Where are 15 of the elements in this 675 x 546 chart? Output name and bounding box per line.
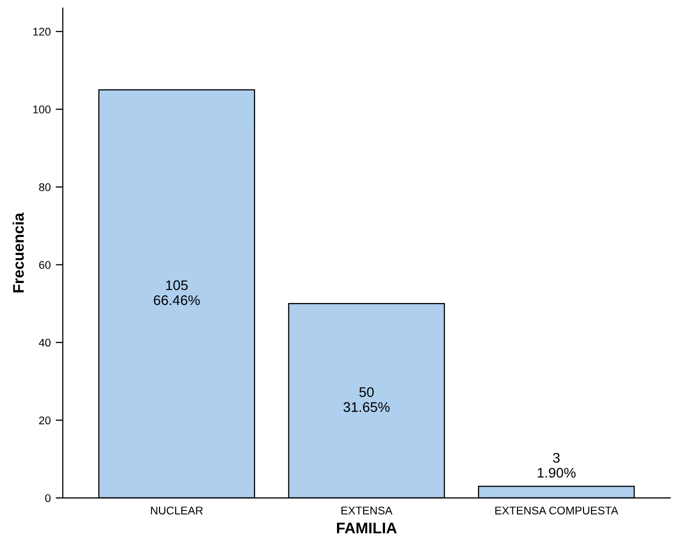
y-tick-label: 80 (39, 183, 51, 192)
data-label: 50 31.65% (344, 387, 390, 412)
x-tick-label: EXTENSA (342, 506, 392, 514)
y-tick-label: 40 (38, 338, 51, 347)
y-tick-label: 60 (39, 261, 51, 269)
data-label: 3 1.90% (538, 452, 576, 478)
x-tick-label: NUCLEAR (151, 506, 203, 514)
x-tick-label: EXTENSA COMPUESTA (495, 506, 618, 514)
y-tick-label: 120 (33, 28, 51, 36)
y-tick-label: 20 (39, 416, 51, 424)
data-label: 105 66.46% (154, 280, 200, 306)
x-axis-title: FAMILIA (336, 522, 397, 534)
y-tick-label: 0 (45, 494, 51, 502)
y-tick-label: 100 (33, 106, 51, 114)
y-axis-title: Frecuencia (12, 212, 24, 292)
